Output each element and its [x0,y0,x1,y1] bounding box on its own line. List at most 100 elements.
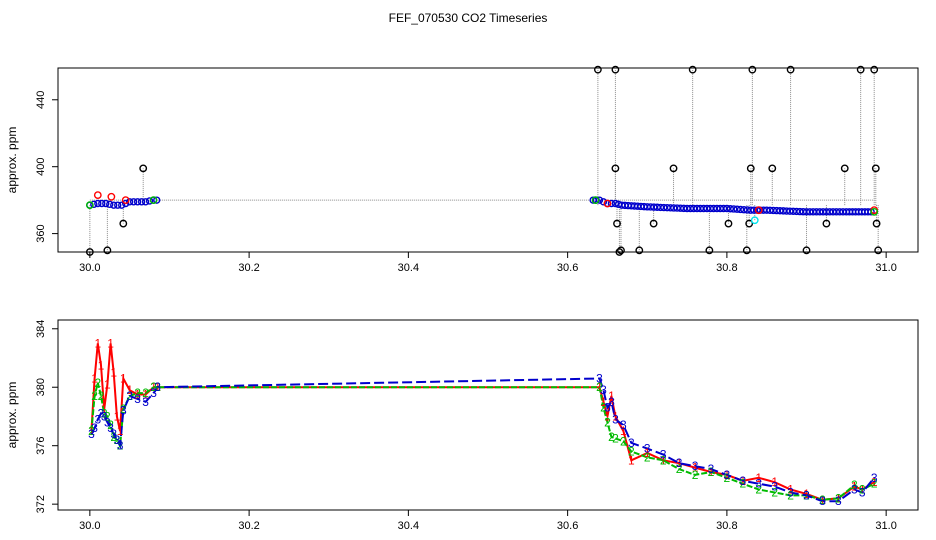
bottom-point-marker-2: 2 [628,445,635,459]
bottom-point-marker-1: 1 [708,465,715,479]
bottom-point-marker-1: 1 [104,377,111,391]
top-blue-point [90,200,98,209]
bottom-point-marker-1: 1 [835,491,842,505]
top-blue-point [106,200,114,209]
bottom-point-marker-3: 3 [628,436,635,450]
top-blue-point [607,199,616,208]
top-black-point [802,246,811,255]
bottom-point-marker-3: 3 [803,488,810,502]
bottom-series-line-1 [90,343,875,501]
bottom-point-marker-3: 3 [787,485,794,499]
top-black-point [856,65,865,74]
bottom-point-marker-2: 2 [88,424,95,438]
bottom-point-marker-3: 3 [851,483,858,497]
bottom-point-marker-1: 1 [692,461,699,475]
bottom-point-marker-2: 2 [612,431,619,445]
bottom-point-marker-3: 3 [114,433,121,447]
bottom-point-marker-1: 1 [620,424,627,438]
top-blue-point [736,205,745,214]
top-black-point [745,219,754,228]
bottom-point-marker-3: 3 [644,442,651,456]
bottom-point-marker-2: 2 [114,433,121,447]
top-blue-point [98,199,106,208]
bottom-point-marker-1: 1 [771,475,778,489]
top-x-tick-label: 31.0 [875,262,896,274]
bottom-point-marker-2: 2 [104,409,111,423]
bottom-point-marker-3: 3 [612,412,619,426]
top-x-tick-label: 30.8 [716,262,737,274]
bottom-point-marker-2: 2 [724,471,731,485]
top-x-tick-label: 30.6 [557,262,578,274]
top-panel: 30.0 30.2 30.4 30.6 30.8 31.0 360 400 440 approx… [5,65,919,274]
bottom-point-marker-2: 2 [835,491,842,505]
bottom-x-tick-label: 31.0 [875,520,896,532]
top-black-point [139,164,148,173]
bottom-point-marker-3: 3 [104,415,111,429]
bottom-y-tick-label: 380 [35,378,47,396]
top-blue-point [595,196,604,204]
bottom-point-marker-3: 3 [604,401,611,415]
top-blue-point [730,205,738,213]
top-red-point [603,199,612,208]
top-black-point [103,246,112,255]
top-black-point [593,65,602,74]
bottom-point-marker-2: 2 [660,453,667,467]
top-y-axis-label: approx. ppm [5,127,19,194]
bottom-y-axis-label: approx. ppm [5,382,19,449]
bottom-point-marker-3: 3 [88,427,95,441]
bottom-point-marker-2: 2 [859,483,866,497]
bottom-point-marker-3: 3 [819,494,826,508]
top-blue-point [137,198,146,206]
bottom-point-marker-2: 2 [98,389,105,403]
top-y-tick-label: 360 [35,224,47,242]
top-black-point [724,219,733,228]
bottom-point-marker-3: 3 [117,439,124,453]
bottom-point-marker-3: 3 [739,474,746,488]
top-green-point [870,207,879,216]
bottom-point-marker-1: 1 [608,389,615,403]
bottom-point-marker-1: 1 [871,475,878,489]
top-blue-point [733,205,741,213]
bottom-point-marker-3: 3 [596,371,603,385]
bottom-point-marker-3: 3 [724,468,731,482]
bottom-point-marker-1: 1 [612,409,619,423]
bottom-point-marker-2: 2 [692,468,699,482]
bottom-point-marker-3: 3 [835,494,842,508]
bottom-x-tick-label: 30.8 [716,520,737,532]
top-blue-point [141,198,150,206]
top-plot-data [85,65,883,256]
top-red-point [107,192,116,201]
top-black-point [822,219,831,228]
top-green-point [591,196,600,205]
top-blue-point [110,201,118,209]
bottom-point-marker-3: 3 [660,447,667,461]
top-cyan-point [750,216,759,225]
bottom-point-marker-3: 3 [676,456,683,470]
bottom-point-marker-2: 2 [117,439,124,453]
top-black-point [705,246,714,255]
bottom-point-marker-2: 2 [739,477,746,491]
bottom-point-marker-1: 1 [88,424,95,438]
top-green-point [85,201,94,210]
bottom-point-marker-3: 3 [126,389,133,403]
bottom-point-marker-2: 2 [600,401,607,415]
bottom-point-marker-1: 1 [859,483,866,497]
top-blue-point [726,205,735,213]
top-black-point [613,219,621,228]
bottom-point-marker-3: 3 [871,471,878,485]
bottom-point-marker-2: 2 [91,389,98,403]
bottom-point-marker-3: 3 [101,409,108,423]
bottom-point-marker-1: 1 [787,483,794,497]
bottom-point-marker-3: 3 [154,380,161,394]
top-black-point [874,246,883,255]
top-black-point [649,219,658,228]
top-red-point [121,196,130,205]
bottom-point-marker-2: 2 [126,389,133,403]
top-x-tick-label: 30.2 [238,262,259,274]
top-black-point [746,164,755,173]
top-black-point [768,164,777,173]
bottom-point-marker-1: 1 [126,383,133,397]
bottom-point-marker-1: 1 [120,371,127,385]
bottom-point-marker-2: 2 [154,380,161,394]
